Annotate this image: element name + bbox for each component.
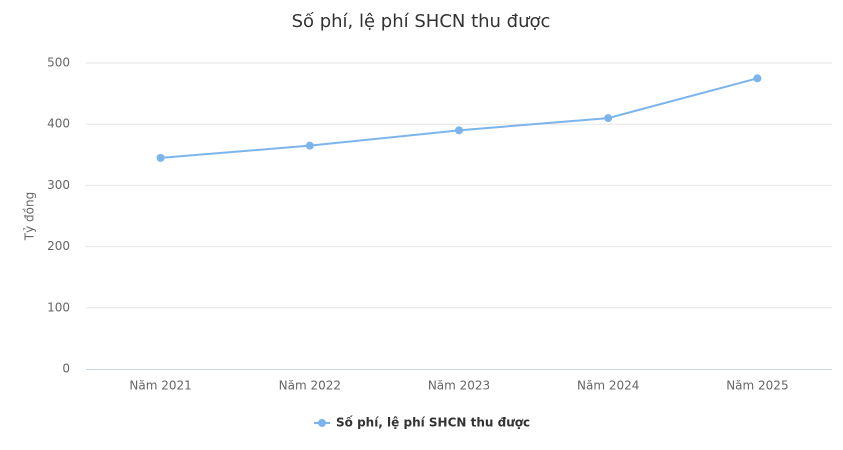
x-tick-label: Năm 2025 bbox=[726, 379, 788, 393]
y-tick-label: 300 bbox=[47, 178, 70, 192]
legend-item[interactable]: Số phí, lệ phí SHCN thu được bbox=[314, 416, 530, 430]
y-tick-label: 500 bbox=[47, 56, 70, 70]
point bbox=[156, 153, 165, 162]
point bbox=[604, 114, 613, 123]
legend-marker bbox=[318, 419, 326, 427]
chart-title: Số phí, lệ phí SHCN thu được bbox=[292, 11, 551, 32]
y-tick-label: 0 bbox=[62, 362, 70, 376]
y-tick-label: 400 bbox=[47, 117, 70, 131]
x-tick-label: Năm 2023 bbox=[428, 379, 490, 393]
x-tick-label: Năm 2021 bbox=[129, 379, 191, 393]
x-tick-label: Năm 2022 bbox=[279, 379, 341, 393]
y-axis-label: Tỷ đồng bbox=[23, 192, 37, 241]
point bbox=[455, 126, 463, 135]
x-tick-label: Năm 2024 bbox=[577, 379, 639, 393]
line bbox=[160, 77, 758, 159]
point bbox=[305, 141, 314, 150]
legend-text: Số phí, lệ phí SHCN thu được bbox=[336, 416, 530, 430]
y-tick-label: 200 bbox=[47, 239, 70, 253]
y-tick-label: 100 bbox=[47, 300, 70, 314]
point bbox=[753, 74, 762, 83]
